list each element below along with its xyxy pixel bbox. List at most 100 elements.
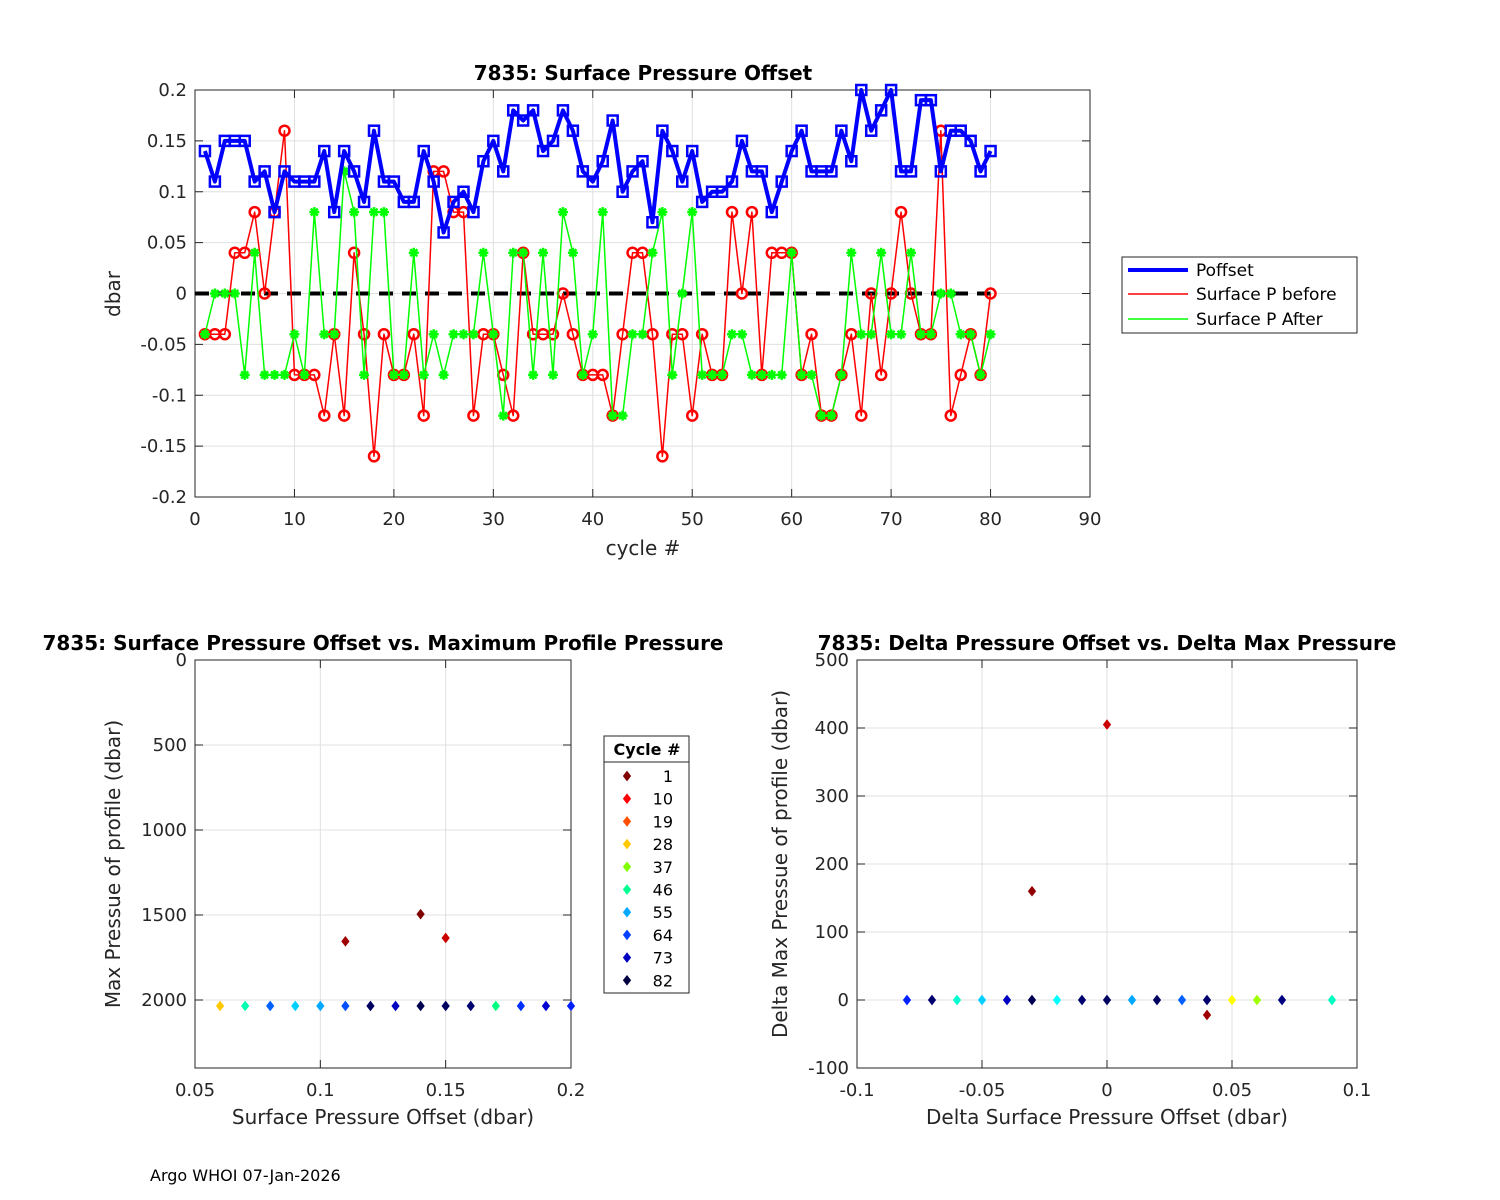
- poffset-marker: [536, 144, 550, 158]
- cycle-legend-marker: [622, 861, 632, 873]
- poffset-marker: [785, 144, 798, 158]
- bl-ytick-label: 1500: [141, 905, 187, 926]
- cycle-legend-label: 1: [663, 767, 673, 786]
- poffset-marker: [238, 134, 251, 148]
- poffset-marker: [437, 226, 450, 239]
- poffset-marker: [845, 154, 858, 168]
- br-point: [1002, 994, 1012, 1006]
- poffset-marker: [715, 185, 729, 198]
- surface-p-after-marker: [816, 410, 827, 421]
- br-ytick-label: 200: [815, 854, 849, 875]
- cycle-legend-label: 37: [653, 858, 673, 877]
- bottom-left-axes-box: [194, 659, 572, 1069]
- poffset-marker: [497, 165, 510, 178]
- cycle-legend-marker: [622, 793, 632, 805]
- poffset-marker: [337, 144, 351, 158]
- legend-before-label: Surface P before: [1196, 285, 1337, 305]
- surface-p-after-marker: [567, 247, 578, 258]
- poffset-marker: [855, 83, 868, 97]
- bl-ytick-label: 2000: [141, 990, 187, 1011]
- surface-p-after-marker: [378, 207, 389, 218]
- br-point: [1202, 1009, 1212, 1021]
- poffset-marker: [626, 165, 639, 178]
- cycle-legend-label: 55: [653, 903, 673, 922]
- surface-p-after-marker: [239, 369, 250, 380]
- bottom-left-xlabel: Surface Pressure Offset (dbar): [232, 1105, 534, 1129]
- bl-point: [491, 1000, 500, 1012]
- bottom-right-points: [902, 719, 1337, 1021]
- poffset-marker: [616, 185, 629, 198]
- surface-p-after-marker: [458, 329, 469, 340]
- br-ytick-label: -100: [808, 1058, 849, 1079]
- surface-p-before-marker: [566, 327, 580, 341]
- cycle-legend-marker: [622, 929, 632, 941]
- surface-p-after-marker: [637, 329, 648, 340]
- poffset-marker: [367, 124, 381, 137]
- br-ytick-label: 500: [815, 650, 849, 671]
- surface-p-before-marker: [248, 205, 261, 219]
- surface-p-before-marker: [725, 205, 739, 219]
- poffset-marker: [765, 205, 779, 219]
- cycle-legend: Cycle # 1 10 19 28 37 46 55 64 73 82: [603, 735, 690, 994]
- surface-p-after-marker: [289, 329, 300, 340]
- surface-p-after-marker: [906, 247, 916, 258]
- poffset-marker: [725, 175, 739, 188]
- poffset-marker: [775, 175, 788, 188]
- top-ytick-label: 0.2: [158, 80, 187, 101]
- bl-point: [416, 1000, 425, 1012]
- surface-p-after-marker: [756, 369, 767, 380]
- top-ytick-label: -0.2: [152, 487, 187, 508]
- bl-point: [266, 1000, 275, 1012]
- br-point: [1327, 994, 1337, 1006]
- surface-p-after-marker: [279, 369, 290, 380]
- bottom-right-title: 7835: Delta Pressure Offset vs. Delta Ma…: [818, 631, 1397, 655]
- poffset-marker: [477, 154, 490, 168]
- surface-p-after-marker: [349, 207, 360, 218]
- surface-p-before-marker: [685, 409, 699, 422]
- br-point: [1252, 994, 1262, 1006]
- surface-p-after-marker: [647, 247, 658, 258]
- bl-point: [441, 1000, 450, 1012]
- bl-xtick-label: 0.15: [426, 1080, 466, 1101]
- br-point: [1177, 994, 1187, 1006]
- surface-p-after-marker: [249, 247, 260, 258]
- surface-p-before-marker: [367, 450, 381, 463]
- surface-p-after-marker: [299, 369, 310, 380]
- surface-p-after-marker: [746, 369, 757, 380]
- surface-p-after-marker: [866, 329, 877, 340]
- cycle-legend-box: [603, 735, 690, 994]
- surface-p-after-marker: [915, 329, 926, 340]
- poffset-marker: [646, 216, 659, 229]
- surface-p-after-marker: [717, 369, 728, 380]
- cycle-legend-marker: [622, 816, 632, 827]
- top-xtick-label: 30: [482, 509, 505, 530]
- top-chart-series: [195, 83, 997, 463]
- poffset-marker: [546, 134, 560, 148]
- surface-p-before-marker: [258, 287, 271, 300]
- surface-p-before-marker: [337, 409, 351, 422]
- poffset-marker: [576, 165, 590, 178]
- bl-point: [240, 1000, 250, 1012]
- cycle-legend-label: 64: [653, 926, 673, 945]
- legend-poffset-label: Poffset: [1196, 261, 1254, 281]
- top-xtick-label: 60: [780, 509, 803, 530]
- surface-p-after-marker: [528, 369, 539, 380]
- surface-p-after-marker: [687, 207, 698, 218]
- surface-p-after-marker: [786, 247, 797, 258]
- poffset-marker: [526, 104, 540, 117]
- surface-p-after-marker: [836, 369, 847, 380]
- br-xtick-label: -0.05: [959, 1080, 1006, 1101]
- poffset-marker: [407, 195, 421, 209]
- surface-p-after-marker: [925, 329, 936, 340]
- cycle-legend-label: 46: [653, 881, 673, 900]
- surface-p-after-marker: [229, 288, 240, 299]
- surface-p-after-marker: [657, 207, 668, 218]
- br-xtick-label: -0.1: [839, 1080, 874, 1101]
- surface-p-before-marker: [437, 165, 450, 178]
- bl-point: [391, 1000, 400, 1012]
- bottom-left-ylabel: Max Pressue of profile (dbar): [101, 720, 125, 1008]
- poffset-marker: [447, 195, 460, 209]
- surface-p-after-marker: [309, 207, 320, 218]
- bl-point: [316, 1000, 325, 1012]
